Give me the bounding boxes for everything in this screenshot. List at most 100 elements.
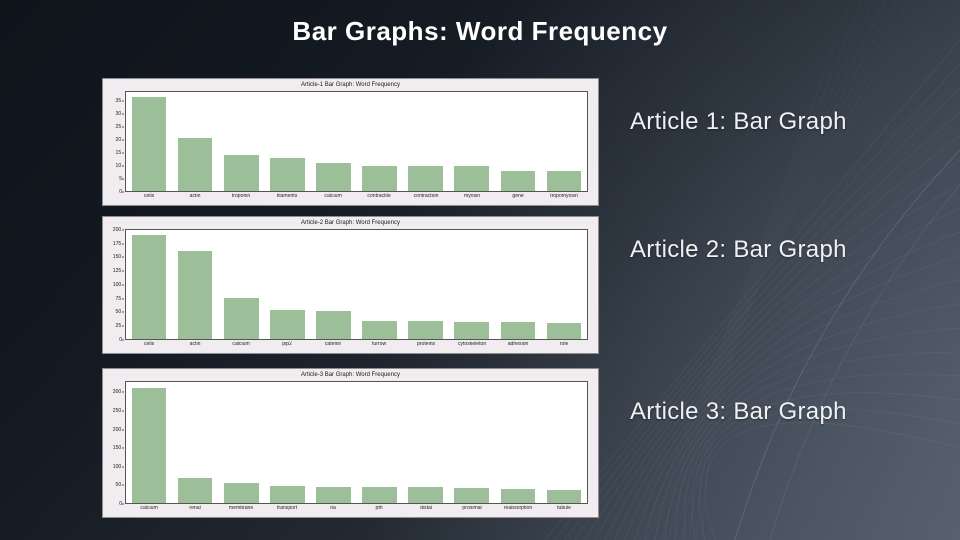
y-tick-mark bbox=[122, 243, 124, 245]
swoosh-line bbox=[564, 87, 960, 540]
bar-slot: troponin bbox=[218, 92, 264, 199]
bar-reabsorption bbox=[500, 488, 536, 503]
bar-tubule bbox=[546, 490, 582, 503]
chart-title-article-2: Article-2 Bar Graph: Word Frequency bbox=[301, 220, 400, 226]
bar-slot: distal bbox=[403, 382, 449, 511]
bar-slot: proteins bbox=[403, 230, 449, 347]
bar-role bbox=[546, 322, 582, 339]
y-axis: 0 25 50 75 100 125 150 175 200 bbox=[103, 227, 124, 343]
y-tick-label: 0 bbox=[118, 501, 122, 507]
x-tick-label: calcium bbox=[232, 341, 250, 347]
swoosh-line bbox=[674, 0, 911, 540]
label-article-1: Article 1: Bar Graph bbox=[630, 108, 847, 135]
bar-cells bbox=[131, 235, 167, 339]
x-tick-label: gene bbox=[512, 193, 524, 199]
y-tick-mark bbox=[122, 229, 124, 231]
y-tick-label: 100 bbox=[112, 464, 122, 470]
y-tick-label: 25 bbox=[115, 323, 122, 329]
bar-slot: contraction bbox=[403, 92, 449, 199]
y-tick-label: 100 bbox=[112, 282, 122, 288]
y-tick-mark bbox=[122, 447, 124, 449]
x-tick-label: role bbox=[559, 341, 569, 347]
bar-contractile bbox=[362, 165, 397, 191]
bar-furrow bbox=[362, 320, 397, 339]
bar-distal bbox=[408, 487, 443, 503]
bar-slot: cells bbox=[126, 230, 172, 347]
bar-slot: pth bbox=[356, 382, 402, 511]
bar-transport bbox=[270, 486, 305, 503]
bar-slot: calcium bbox=[126, 382, 172, 511]
x-tick-label: reabsorption bbox=[503, 505, 532, 511]
bar-slot: calcium bbox=[218, 230, 264, 347]
x-tick-label: furrow bbox=[372, 341, 387, 347]
bar-membrane bbox=[223, 483, 259, 503]
swoosh-line bbox=[698, 408, 960, 540]
bar-slot: proximal bbox=[449, 382, 495, 511]
chart-article-1: Article-1 Bar Graph: Word Frequency 0 5 10… bbox=[102, 78, 599, 206]
y-tick-mark bbox=[122, 339, 124, 341]
bar-slot: actin bbox=[172, 92, 218, 199]
y-tick-label: 35 bbox=[115, 98, 122, 104]
chart-title-article-1: Article-1 Bar Graph: Word Frequency bbox=[301, 82, 400, 88]
bar-na bbox=[316, 486, 351, 503]
x-tick-label: filaments bbox=[277, 193, 298, 199]
bar-actin bbox=[177, 250, 213, 339]
swoosh-line bbox=[674, 351, 960, 540]
plot-area: calcium renal membrane transport na pth distal… bbox=[125, 381, 588, 511]
bar-slot: reabsorption bbox=[495, 382, 541, 511]
x-tick-label: pip2 bbox=[282, 341, 293, 347]
bar-adhesion bbox=[500, 322, 536, 339]
bar-troponin bbox=[223, 155, 259, 191]
bar-proteins bbox=[408, 321, 443, 339]
y-tick-mark bbox=[122, 466, 124, 468]
y-tick-label: 5 bbox=[118, 176, 122, 182]
y-axis: 0 50 100 150 200 250 300 bbox=[103, 381, 124, 507]
x-tick-label: distal bbox=[419, 505, 432, 511]
swoosh-line bbox=[734, 149, 960, 540]
swoosh-line bbox=[705, 422, 960, 540]
bar-proximal bbox=[454, 488, 489, 503]
x-tick-label: cells bbox=[143, 193, 155, 199]
x-tick-label: calcium bbox=[140, 505, 158, 511]
y-tick-mark bbox=[122, 311, 124, 313]
label-article-2: Article 2: Bar Graph bbox=[630, 236, 847, 263]
y-tick-mark bbox=[122, 178, 124, 180]
x-tick-label: contraction bbox=[413, 193, 439, 199]
bar-slot: myosin bbox=[449, 92, 495, 199]
swoosh-line bbox=[688, 0, 935, 540]
x-tick-label: transport bbox=[277, 505, 298, 511]
y-tick-mark bbox=[122, 503, 124, 505]
y-tick-label: 150 bbox=[112, 445, 122, 451]
bar-pip2 bbox=[270, 310, 305, 339]
bar-pth bbox=[362, 486, 397, 503]
x-tick-label: cytoskeleton bbox=[457, 341, 486, 347]
bar-slot: tropomyosin bbox=[541, 92, 587, 199]
bar-slot: tubule bbox=[541, 382, 587, 511]
x-tick-label: actin bbox=[189, 193, 201, 199]
y-tick-label: 125 bbox=[112, 268, 122, 274]
bar-slot: role bbox=[541, 230, 587, 347]
y-axis: 0 5 10 15 20 25 30 35 bbox=[103, 91, 124, 195]
y-tick-label: 50 bbox=[115, 482, 122, 488]
bar-slot: cells bbox=[126, 92, 172, 199]
x-tick-label: tubule bbox=[556, 505, 571, 511]
x-tick-label: calcium bbox=[324, 193, 343, 199]
bar-renal bbox=[177, 478, 213, 503]
swoosh-line bbox=[660, 0, 887, 540]
x-tick-label: proteins bbox=[416, 341, 435, 347]
y-tick-label: 0 bbox=[118, 337, 122, 343]
y-tick-label: 25 bbox=[115, 124, 122, 130]
y-tick-label: 175 bbox=[112, 241, 122, 247]
y-tick-mark bbox=[122, 139, 124, 141]
swoosh-line bbox=[664, 327, 960, 540]
bar-slot: renal bbox=[172, 382, 218, 511]
y-tick-mark bbox=[122, 284, 124, 286]
y-tick-label: 20 bbox=[115, 137, 122, 143]
swoosh-line bbox=[702, 0, 959, 540]
bar-calcium bbox=[223, 298, 259, 339]
chart-article-3: Article-3 Bar Graph: Word Frequency 0 50 1… bbox=[102, 368, 599, 518]
plot-area: cells actin troponin filaments calcium contra… bbox=[125, 91, 588, 199]
bar-cytoskeleton bbox=[454, 321, 489, 339]
y-tick-mark bbox=[122, 484, 124, 486]
chart-article-2: Article-2 Bar Graph: Word Frequency 0 25 5… bbox=[102, 216, 599, 354]
